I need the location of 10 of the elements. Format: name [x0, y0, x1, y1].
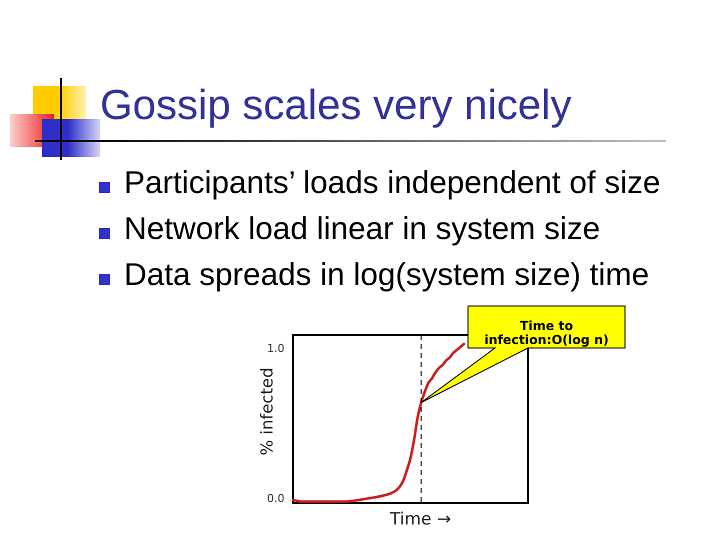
text: Network load linear in system size: [124, 210, 600, 246]
annotation: Time to infection:O(log n): [484, 318, 609, 347]
text: Participants’ loads independent of size: [124, 164, 660, 200]
y-axis-title: % infected: [258, 367, 276, 456]
x-axis-title: Time →: [388, 510, 452, 530]
text: Data spreads in log(system size) time: [124, 256, 650, 292]
y-tick-label: 1.0: [267, 342, 284, 355]
chart-title: Gossip scales very nicely: [100, 81, 572, 128]
y-tick-label: 0.0: [267, 492, 284, 505]
line-series: [292, 342, 466, 503]
